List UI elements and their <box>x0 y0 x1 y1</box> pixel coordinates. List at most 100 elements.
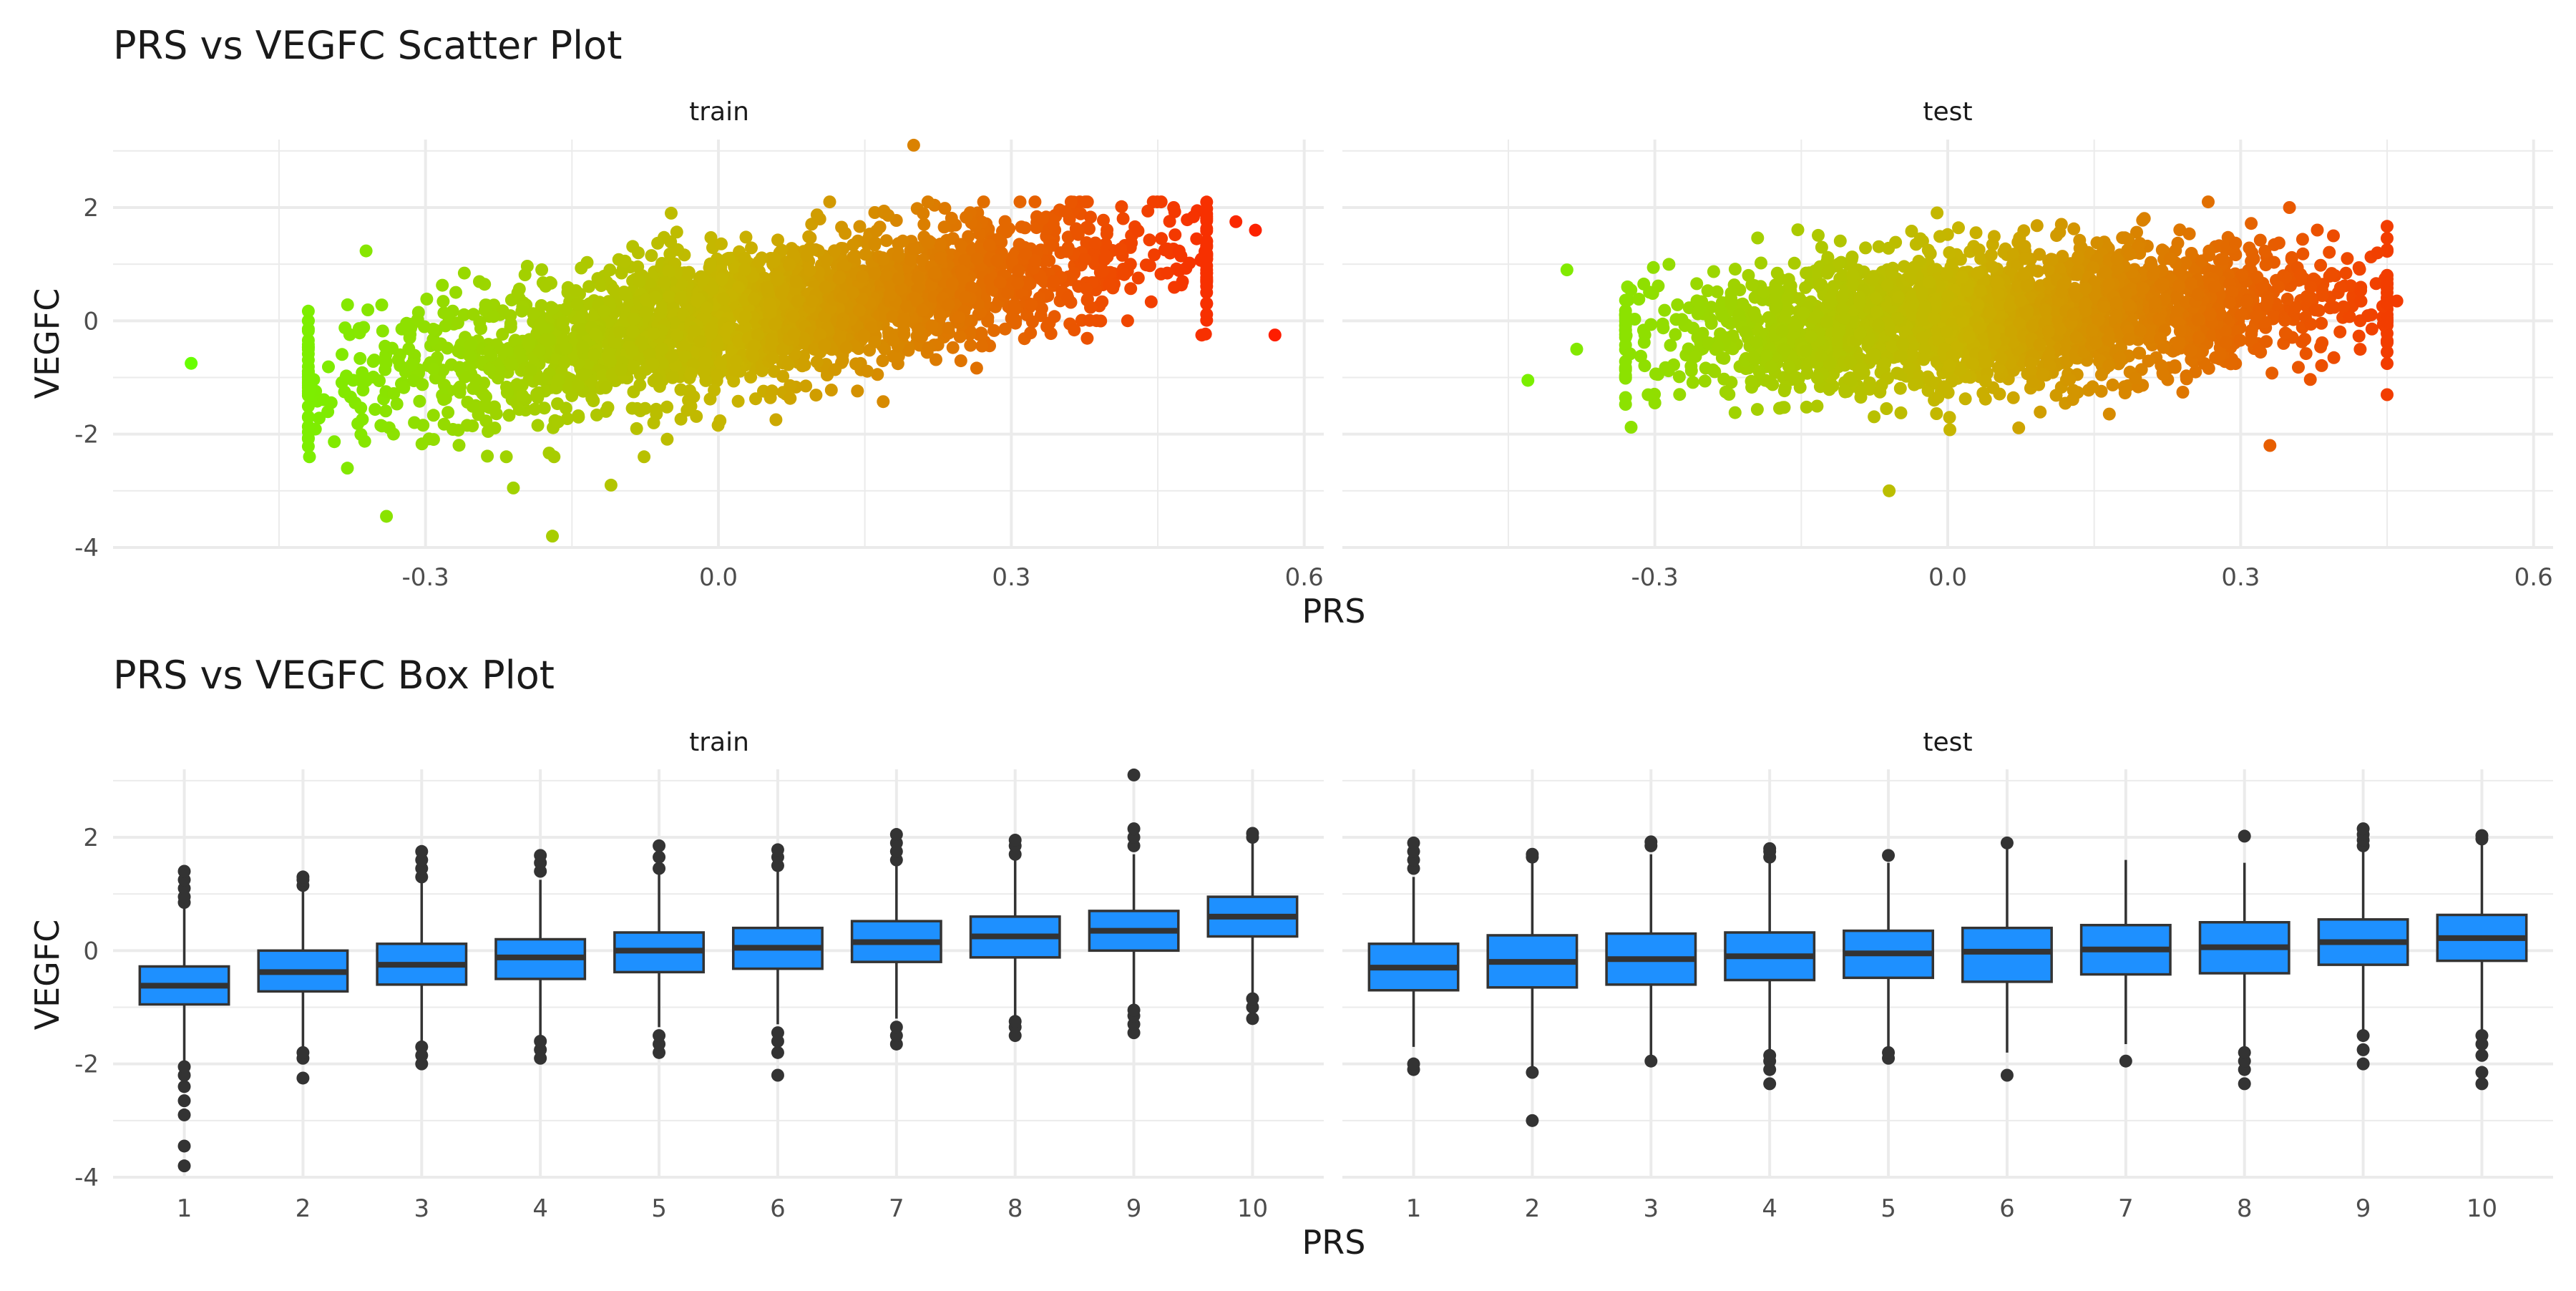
scatter-point <box>952 311 965 324</box>
scatter-point <box>500 450 513 463</box>
scatter-point <box>711 340 723 353</box>
scatter-point <box>2265 366 2278 379</box>
scatter-point <box>938 220 951 233</box>
scatter-point <box>627 313 640 326</box>
scatter-point <box>473 276 486 288</box>
scatter-point <box>983 239 996 252</box>
scatter-point <box>1763 376 1776 389</box>
scatter-point <box>441 406 454 419</box>
scatter-point <box>373 374 386 387</box>
scatter-point <box>2296 248 2309 260</box>
scatter-point <box>655 343 668 356</box>
scatter-point <box>379 404 392 417</box>
scatter-point <box>490 407 503 420</box>
scatter-point <box>613 326 626 338</box>
scatter-point <box>1687 376 1699 389</box>
scatter-point <box>540 333 552 346</box>
scatter-point <box>1885 266 1898 279</box>
scatter-point <box>806 295 819 308</box>
scatter-point <box>964 339 977 352</box>
scatter-point <box>907 243 920 255</box>
scatter-point <box>2296 233 2309 245</box>
scatter-point <box>692 292 705 305</box>
scatter-point <box>799 379 812 392</box>
scatter-point <box>427 433 440 446</box>
scatter-point <box>660 401 673 414</box>
scatter-point <box>769 414 782 427</box>
scatter-point <box>501 386 514 399</box>
scatter-point <box>1812 229 1825 242</box>
scatter-point <box>543 447 556 459</box>
scatter-point <box>2260 258 2273 271</box>
scatter-point <box>1269 328 1282 341</box>
scatter-point <box>2107 379 2119 391</box>
scatter-point <box>577 368 590 381</box>
scatter-point <box>791 295 804 308</box>
scatter-point <box>2111 253 2124 265</box>
scatter-x-axis-label: PRS <box>1302 592 1366 630</box>
scatter-x-tick-label: -0.3 <box>401 563 449 592</box>
scatter-point <box>570 284 582 297</box>
scatter-point <box>2063 373 2076 386</box>
scatter-point <box>516 389 529 402</box>
scatter-point <box>589 328 602 341</box>
scatter-x-tick-label: 0.6 <box>2514 563 2553 592</box>
scatter-point <box>721 322 734 335</box>
scatter-point <box>761 281 774 294</box>
scatter-point <box>717 292 730 305</box>
scatter-point <box>1200 298 1213 311</box>
scatter-point <box>917 304 930 317</box>
scatter-point <box>341 462 353 474</box>
scatter-point <box>1200 208 1213 220</box>
scatter-point <box>185 357 197 370</box>
scatter-point <box>917 207 930 220</box>
scatter-point <box>847 238 859 251</box>
scatter-point <box>990 254 1003 267</box>
scatter-point <box>1229 215 1242 228</box>
scatter-point <box>2183 228 2196 240</box>
scatter-y-axis-label: VEGFC <box>28 288 67 399</box>
scatter-point <box>783 258 796 271</box>
scatter-point <box>1143 259 1156 272</box>
scatter-point <box>650 403 663 416</box>
scatter-point <box>1868 348 1881 361</box>
scatter-point <box>999 215 1012 228</box>
scatter-point <box>666 371 679 384</box>
scatter-point <box>479 391 492 404</box>
scatter-point <box>540 280 552 293</box>
scatter-point <box>1647 261 1660 274</box>
scatter-point <box>929 266 942 279</box>
scatter-point <box>1173 245 1186 258</box>
scatter-point <box>1790 319 1802 332</box>
scatter-point <box>1103 278 1116 291</box>
scatter-panel-strip-train: train <box>689 97 749 127</box>
scatter-point <box>959 291 972 303</box>
scatter-point <box>884 288 897 301</box>
scatter-point <box>975 326 987 339</box>
scatter-point <box>739 310 752 323</box>
scatter-point <box>1959 392 1972 405</box>
scatter-point <box>1097 265 1110 278</box>
scatter-point <box>651 237 664 250</box>
scatter-point <box>934 252 947 265</box>
scatter-point <box>2119 386 2132 399</box>
scatter-point <box>1147 195 1160 208</box>
scatter-point <box>2202 249 2215 262</box>
scatter-point <box>353 352 366 365</box>
scatter-point <box>2323 246 2336 259</box>
scatter-point <box>2133 346 2146 359</box>
scatter-point <box>2180 372 2193 385</box>
scatter-point <box>551 397 564 410</box>
scatter-point <box>748 339 761 352</box>
scatter-point <box>1028 195 1041 208</box>
scatter-point <box>1048 310 1061 323</box>
scatter-point <box>911 272 924 285</box>
scatter-point <box>2298 333 2311 346</box>
scatter-point <box>946 277 959 290</box>
scatter-point <box>416 437 429 450</box>
scatter-point <box>1974 284 1987 297</box>
scatter-point <box>354 401 367 414</box>
scatter-point <box>1740 326 1752 338</box>
scatter-point <box>660 433 673 446</box>
